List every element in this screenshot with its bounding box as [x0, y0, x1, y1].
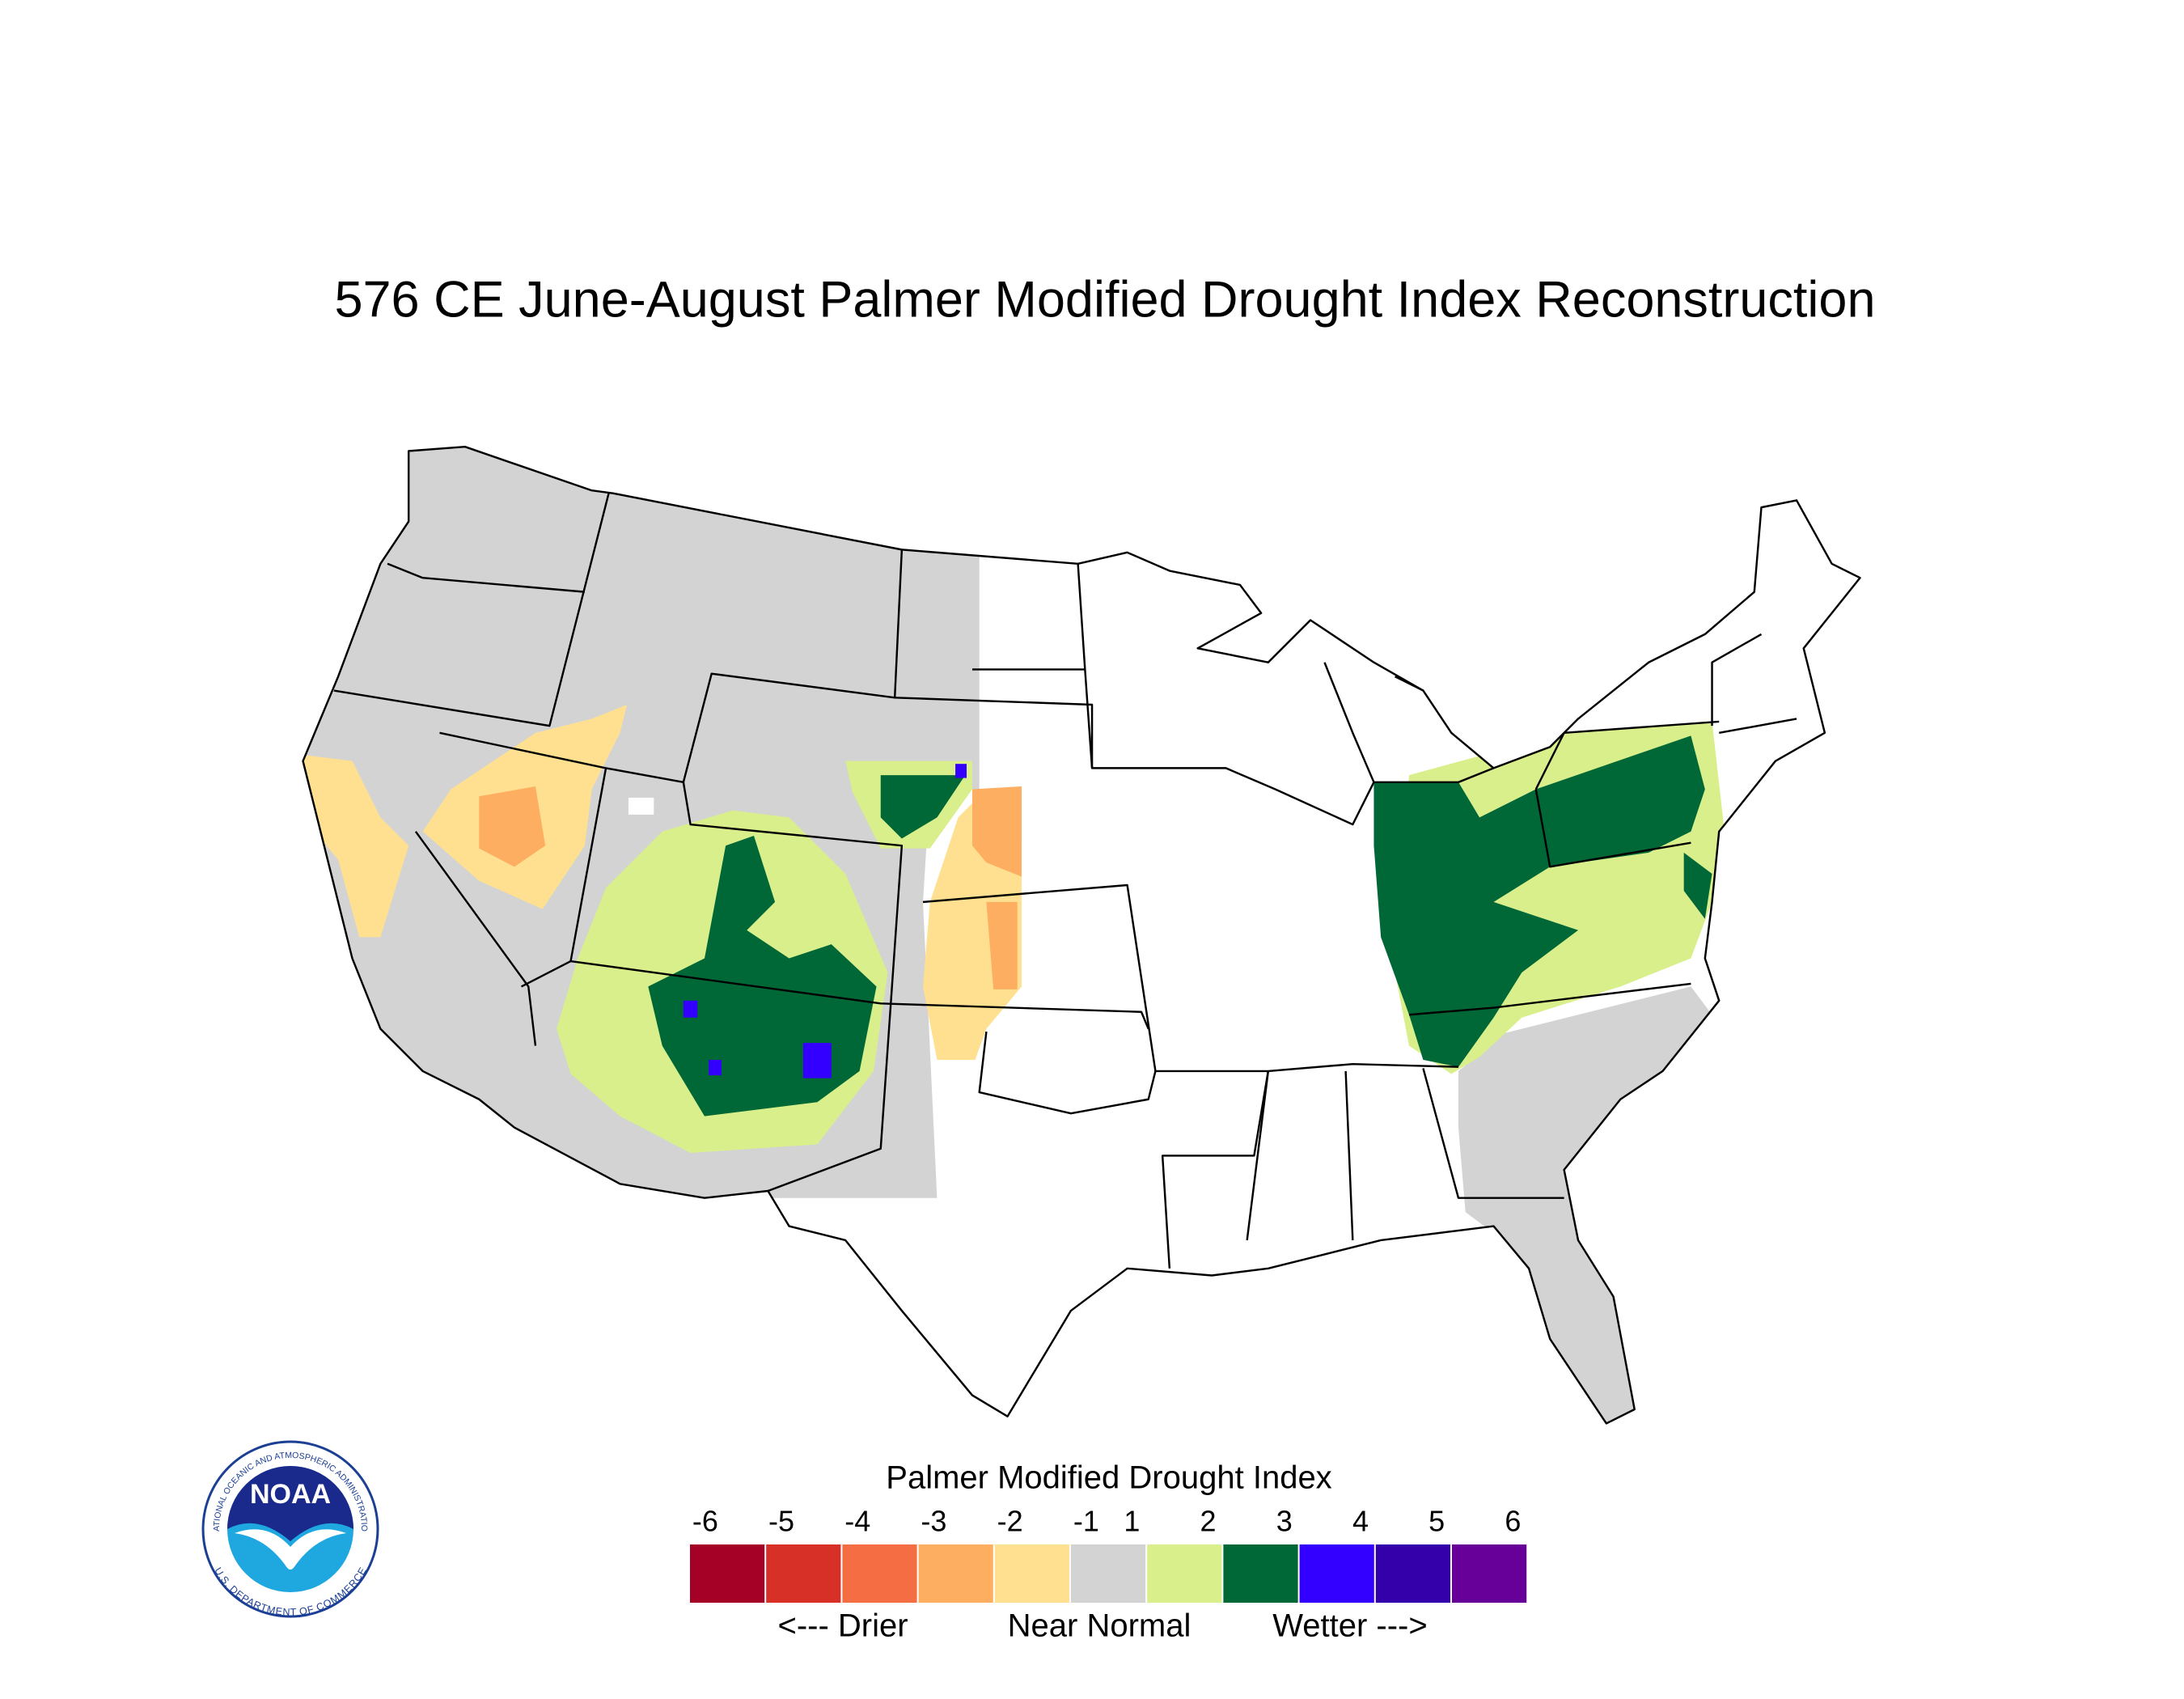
region — [1683, 852, 1712, 919]
legend-tick-label: 1 — [1124, 1505, 1140, 1538]
legend-caption: Wetter ---> — [1272, 1608, 1428, 1644]
no-data — [628, 797, 654, 815]
legend-swatch — [1223, 1544, 1298, 1603]
logo-sky — [227, 1466, 353, 1541]
legend-swatch — [918, 1544, 993, 1603]
region — [303, 753, 409, 938]
legend-tick-label: -2 — [997, 1505, 1023, 1538]
legend-tick-label: 4 — [1352, 1505, 1369, 1538]
legend-tick-label: -6 — [692, 1505, 718, 1538]
region — [1493, 986, 1712, 1071]
legend-swatch — [842, 1544, 917, 1603]
region — [880, 775, 966, 839]
legend-tick-label: 6 — [1505, 1505, 1521, 1538]
region — [802, 1043, 832, 1078]
legend-swatch — [1071, 1544, 1146, 1603]
us-outline — [302, 445, 1861, 1425]
legend-title: Palmer Modified Drought Index — [886, 1460, 1331, 1496]
logo-name: NOAA — [250, 1479, 331, 1510]
legend-tick-label: 5 — [1428, 1505, 1445, 1538]
map — [302, 445, 1861, 1425]
legend-swatch — [766, 1544, 841, 1603]
legend: Palmer Modified Drought Index -6 -5 -4 -3 -2… — [690, 1460, 1527, 1644]
region — [683, 1000, 698, 1018]
legend-tick-label: 3 — [1276, 1505, 1293, 1538]
legend-tick-label: -1 — [1073, 1505, 1099, 1538]
region — [986, 901, 1018, 989]
legend-tick-label: -4 — [844, 1505, 870, 1538]
logo-bird — [235, 1529, 346, 1570]
region — [1373, 735, 1705, 1067]
legend-caption: Near Normal — [1008, 1608, 1191, 1644]
legend-tick-label: 2 — [1200, 1505, 1217, 1538]
legend-swatch — [994, 1544, 1069, 1603]
region — [955, 764, 967, 778]
region — [1458, 1043, 1691, 1424]
title: 576 CE June-August Palmer Modified Droug… — [334, 272, 1875, 328]
legend-tick-label: -5 — [768, 1505, 794, 1538]
pmdi-field — [303, 447, 1726, 1424]
state-borders — [333, 493, 1797, 1269]
legend-swatch — [1452, 1544, 1527, 1603]
legend-tick-label: -3 — [921, 1505, 946, 1538]
region — [709, 1059, 722, 1076]
legend-swatch — [1299, 1544, 1374, 1603]
legend-swatch — [1375, 1544, 1450, 1603]
region — [971, 786, 1022, 877]
legend-caption: <--- Drier — [777, 1608, 908, 1644]
legend-swatch — [1147, 1544, 1222, 1603]
legend-swatch — [690, 1544, 765, 1603]
region — [479, 786, 546, 867]
